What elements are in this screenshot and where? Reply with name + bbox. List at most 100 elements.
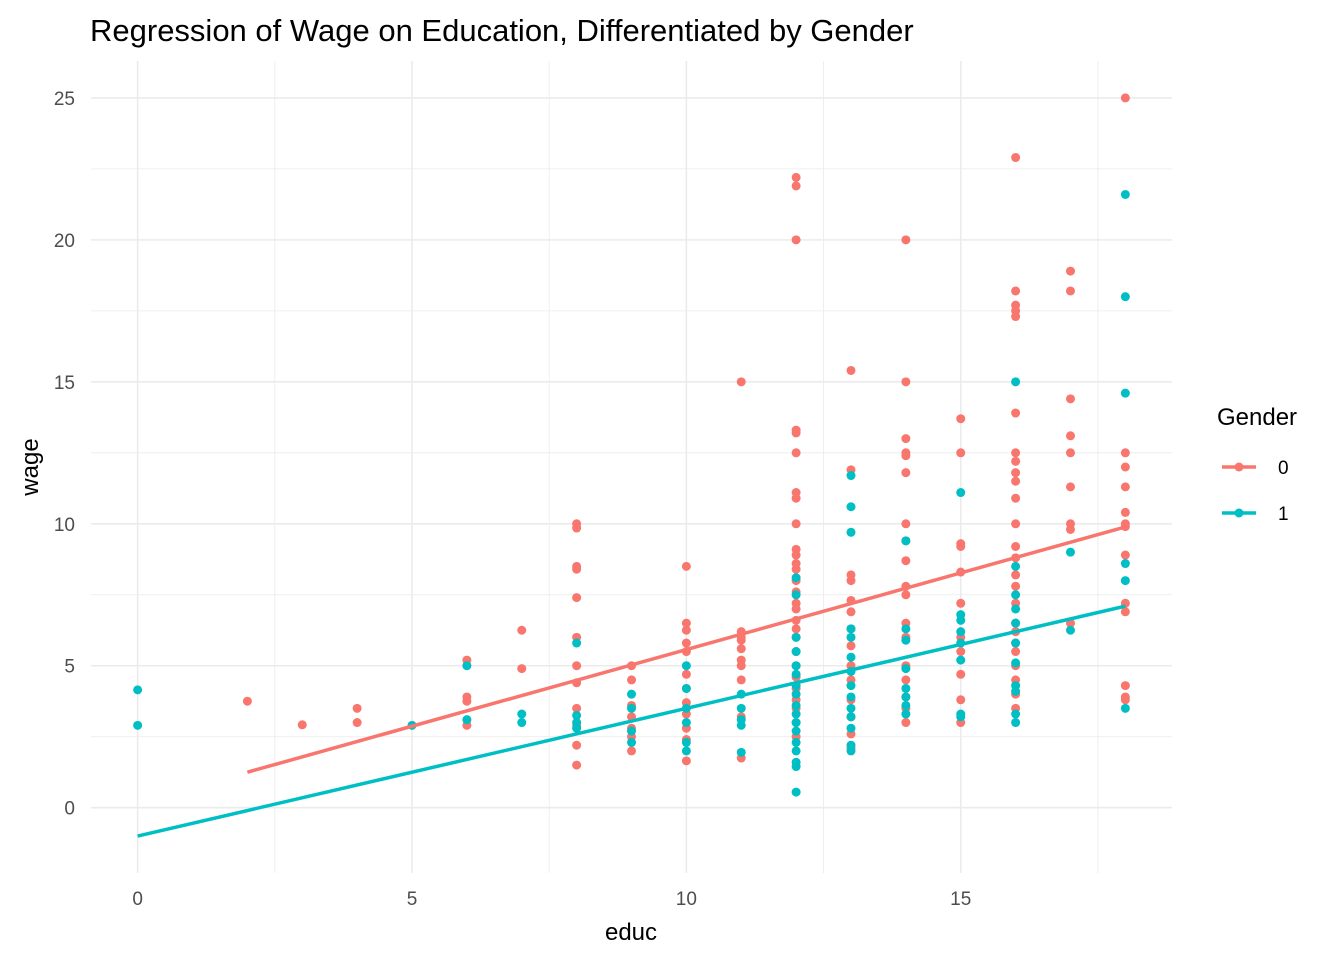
data-point-gender-1 [736, 747, 746, 757]
data-point-gender-0 [791, 624, 801, 634]
chart-title: Regression of Wage on Education, Differe… [90, 13, 914, 48]
data-point-gender-1 [791, 762, 801, 772]
data-point-gender-1 [1011, 618, 1021, 628]
data-point-gender-0 [1011, 519, 1021, 529]
legend-label-1: 1 [1278, 504, 1289, 525]
x-axis-title: educ [605, 919, 657, 946]
data-point-gender-0 [791, 604, 801, 614]
data-point-gender-0 [1011, 570, 1021, 580]
data-point-gender-0 [901, 718, 911, 728]
data-point-gender-1 [1011, 709, 1021, 719]
data-point-gender-0 [1065, 524, 1075, 534]
data-point-gender-0 [1065, 482, 1075, 492]
x-tick-label: 15 [950, 889, 971, 910]
legend-key-point-0 [1234, 462, 1244, 472]
data-point-gender-1 [627, 737, 636, 747]
data-point-gender-1 [572, 723, 582, 733]
data-point-gender-0 [1120, 462, 1130, 472]
fit-lines [137, 525, 1126, 838]
data-point-gender-1 [1120, 703, 1130, 713]
x-tick-label: 10 [676, 889, 697, 910]
data-point-gender-1 [1120, 576, 1130, 586]
data-point-gender-0 [791, 448, 801, 458]
data-point-gender-0 [517, 625, 527, 635]
x-tick-label: 5 [407, 889, 418, 910]
data-point-gender-1 [627, 689, 636, 699]
data-point-gender-0 [1065, 431, 1075, 441]
data-point-gender-1 [791, 709, 801, 719]
data-point-gender-1 [133, 685, 143, 695]
data-point-gender-1 [517, 718, 527, 728]
regression-line-gender-0 [246, 525, 1126, 774]
data-point-gender-1 [791, 632, 801, 642]
legend-item-0: 0 [1222, 458, 1289, 479]
data-point-gender-0 [1011, 456, 1021, 466]
data-point-gender-0 [681, 561, 691, 571]
data-point-gender-1 [846, 471, 856, 481]
data-point-gender-0 [901, 235, 911, 245]
data-point-gender-1 [791, 737, 801, 747]
data-point-gender-0 [901, 556, 911, 566]
data-point-gender-1 [846, 502, 856, 512]
y-tick-label: 15 [54, 373, 75, 394]
data-point-gender-0 [791, 235, 801, 245]
data-point-gender-1 [901, 664, 911, 674]
data-point-gender-0 [627, 746, 636, 756]
data-point-gender-1 [956, 615, 966, 625]
points [133, 93, 1130, 797]
data-point-gender-0 [846, 576, 856, 586]
data-point-gender-0 [572, 523, 582, 533]
legend-item-1: 1 [1222, 504, 1289, 525]
data-point-gender-1 [791, 689, 801, 699]
data-point-gender-1 [901, 683, 911, 693]
data-point-gender-1 [681, 661, 691, 671]
data-point-gender-0 [1120, 448, 1130, 458]
data-point-gender-1 [791, 590, 801, 600]
data-point-gender-0 [681, 638, 691, 648]
data-point-gender-1 [1011, 561, 1021, 571]
data-point-gender-1 [956, 655, 966, 665]
data-point-gender-1 [846, 723, 856, 733]
data-point-gender-1 [956, 712, 966, 722]
data-point-gender-0 [901, 468, 911, 478]
data-point-gender-0 [956, 647, 966, 657]
data-point-gender-0 [901, 434, 911, 444]
data-point-gender-0 [1011, 493, 1021, 503]
data-point-gender-1 [1011, 604, 1021, 614]
data-point-gender-0 [846, 641, 856, 651]
data-point-gender-0 [901, 590, 911, 600]
data-point-gender-1 [1011, 718, 1021, 728]
data-point-gender-0 [572, 661, 582, 671]
data-point-gender-0 [791, 550, 801, 560]
data-point-gender-0 [1011, 476, 1021, 486]
data-point-gender-1 [901, 709, 911, 719]
data-point-gender-0 [736, 661, 746, 671]
data-point-gender-1 [846, 632, 856, 642]
data-point-gender-1 [1120, 189, 1130, 199]
data-point-gender-0 [681, 618, 691, 628]
data-point-gender-0 [572, 564, 582, 574]
data-point-gender-0 [572, 703, 582, 713]
legend: Gender 0 1 [1217, 404, 1297, 525]
data-point-gender-0 [1065, 394, 1075, 404]
data-point-gender-0 [1011, 312, 1021, 322]
data-point-gender-0 [1065, 286, 1075, 296]
data-point-gender-0 [791, 519, 801, 529]
data-point-gender-0 [1120, 93, 1130, 103]
data-point-gender-1 [846, 703, 856, 713]
data-point-gender-1 [1120, 292, 1130, 302]
data-point-gender-0 [352, 718, 362, 728]
data-point-gender-0 [956, 695, 966, 705]
data-point-gender-1 [1011, 658, 1021, 668]
legend-key-point-1 [1234, 508, 1244, 518]
data-point-gender-1 [901, 536, 911, 546]
data-point-gender-0 [681, 669, 691, 679]
data-point-gender-0 [572, 740, 582, 750]
legend-title: Gender [1217, 404, 1297, 431]
data-point-gender-1 [791, 700, 801, 710]
data-point-gender-1 [846, 712, 856, 722]
data-point-gender-1 [1011, 377, 1021, 387]
data-point-gender-1 [681, 683, 691, 693]
data-point-gender-0 [681, 625, 691, 635]
data-point-gender-0 [956, 448, 966, 458]
